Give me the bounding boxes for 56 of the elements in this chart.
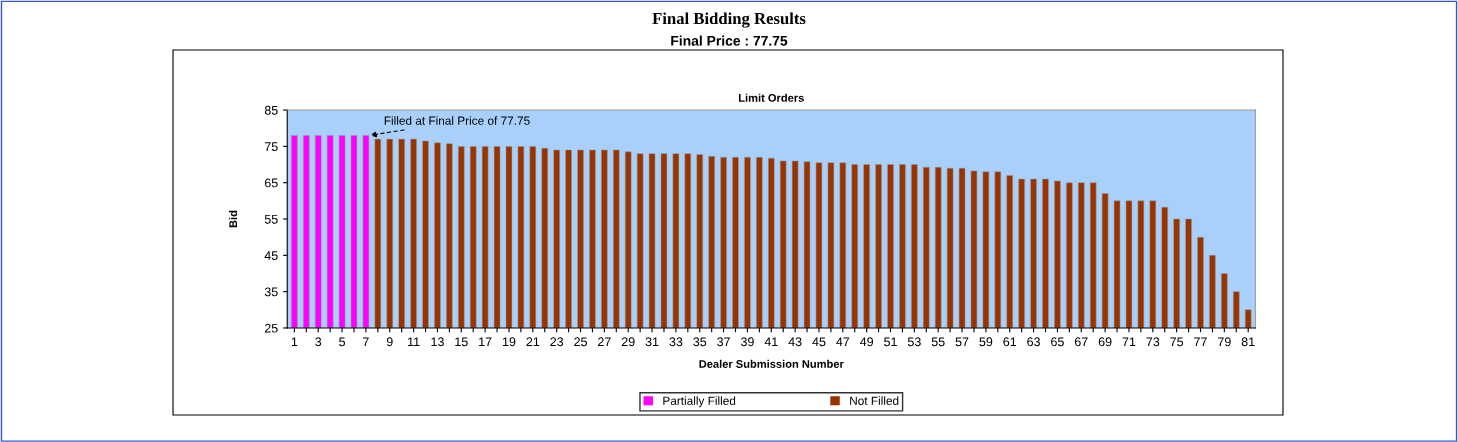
x-tick-label: 73 (1146, 337, 1160, 347)
x-tick-label: 65 (1051, 337, 1064, 347)
x-tick-label: 29 (621, 337, 635, 347)
y-tick-label: 65 (264, 178, 278, 188)
x-tick-label: 15 (455, 337, 468, 347)
y-tick-label: 45 (264, 251, 278, 260)
chart-subtitle: Final Price : 77.75 (671, 35, 788, 46)
x-tick-label: 21 (526, 337, 540, 347)
y-tick-label: 55 (264, 214, 278, 224)
x-tick-label: 9 (386, 337, 393, 347)
x-tick-label: 33 (669, 337, 683, 347)
annotation: Filled at Final Price of 77.75 (384, 116, 530, 125)
x-tick-label: 5 (339, 337, 346, 347)
legend-label: Partially Filled (663, 396, 736, 408)
x-tick-label: 59 (979, 337, 993, 347)
x-tick-label: 49 (860, 337, 874, 347)
x-tick-label: 13 (431, 337, 444, 347)
x-tick-label: 19 (502, 337, 516, 347)
y-tick-label: 25 (264, 323, 278, 333)
x-tick-label: 27 (598, 337, 611, 347)
x-tick-label: 23 (550, 337, 564, 347)
x-tick-label: 61 (1003, 337, 1017, 347)
y-tick-label: 85 (264, 105, 278, 115)
y-tick-label: 75 (264, 142, 278, 152)
x-tick-label: 25 (574, 337, 587, 347)
x-tick-label: 53 (907, 337, 921, 347)
x-tick-label: 45 (812, 337, 826, 347)
x-tick-label: 35 (693, 337, 707, 347)
x-tick-label: 67 (1074, 337, 1088, 347)
chart-title: Final Bidding Results (652, 12, 806, 28)
x-tick-label: 75 (1170, 337, 1184, 347)
y-axis-title: Bid (228, 210, 238, 228)
x-tick-label: 39 (740, 337, 754, 347)
x-tick-label: 79 (1218, 337, 1231, 347)
x-tick-label: 3 (315, 337, 322, 347)
x-tick-label: 77 (1194, 337, 1207, 347)
x-tick-label: 37 (717, 337, 730, 347)
x-tick-label: 55 (931, 337, 945, 347)
x-tick-label: 43 (788, 337, 802, 347)
x-tick-label: 1 (291, 337, 298, 347)
x-tick-label: 69 (1098, 337, 1112, 347)
x-tick-label: 41 (764, 337, 778, 347)
x-tick-label: 7 (363, 337, 369, 347)
x-tick-label: 57 (955, 337, 969, 347)
x-tick-label: 71 (1122, 337, 1136, 347)
legend-label: Not Filled (850, 396, 899, 405)
x-tick-label: 47 (836, 337, 850, 347)
x-tick-label: 11 (408, 337, 420, 347)
text: Limit Orders (738, 93, 804, 102)
x-tick-label: 63 (1027, 337, 1040, 347)
x-tick-label: 51 (884, 337, 897, 347)
x-tick-label: 81 (1241, 337, 1255, 347)
y-tick-label: 35 (264, 287, 278, 297)
x-tick-label: 17 (479, 337, 492, 347)
x-tick-label: 31 (645, 337, 659, 347)
x-axis-title: Dealer Submission Number (699, 359, 844, 368)
